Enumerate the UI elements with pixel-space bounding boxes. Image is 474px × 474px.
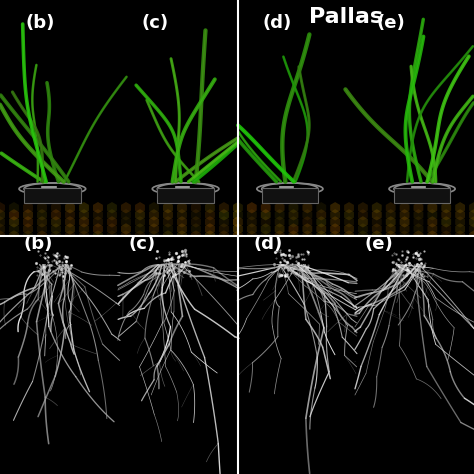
Bar	[157, 188, 214, 203]
Bar	[24, 188, 81, 203]
Text: (e): (e)	[376, 14, 405, 32]
Bar	[262, 188, 318, 203]
Bar	[0, 236, 119, 474]
Bar	[394, 188, 450, 203]
Bar	[238, 0, 474, 236]
Bar	[238, 236, 356, 474]
Bar	[356, 236, 474, 474]
Text: Pallas: Pallas	[309, 7, 383, 27]
Text: (c): (c)	[128, 235, 156, 253]
Text: (d): (d)	[262, 14, 292, 32]
Text: (c): (c)	[141, 14, 168, 32]
Text: (d): (d)	[253, 235, 283, 253]
Bar	[0, 0, 238, 236]
Text: (e): (e)	[365, 235, 393, 253]
Text: (b): (b)	[25, 14, 55, 32]
Bar	[119, 236, 238, 474]
Text: (b): (b)	[23, 235, 53, 253]
